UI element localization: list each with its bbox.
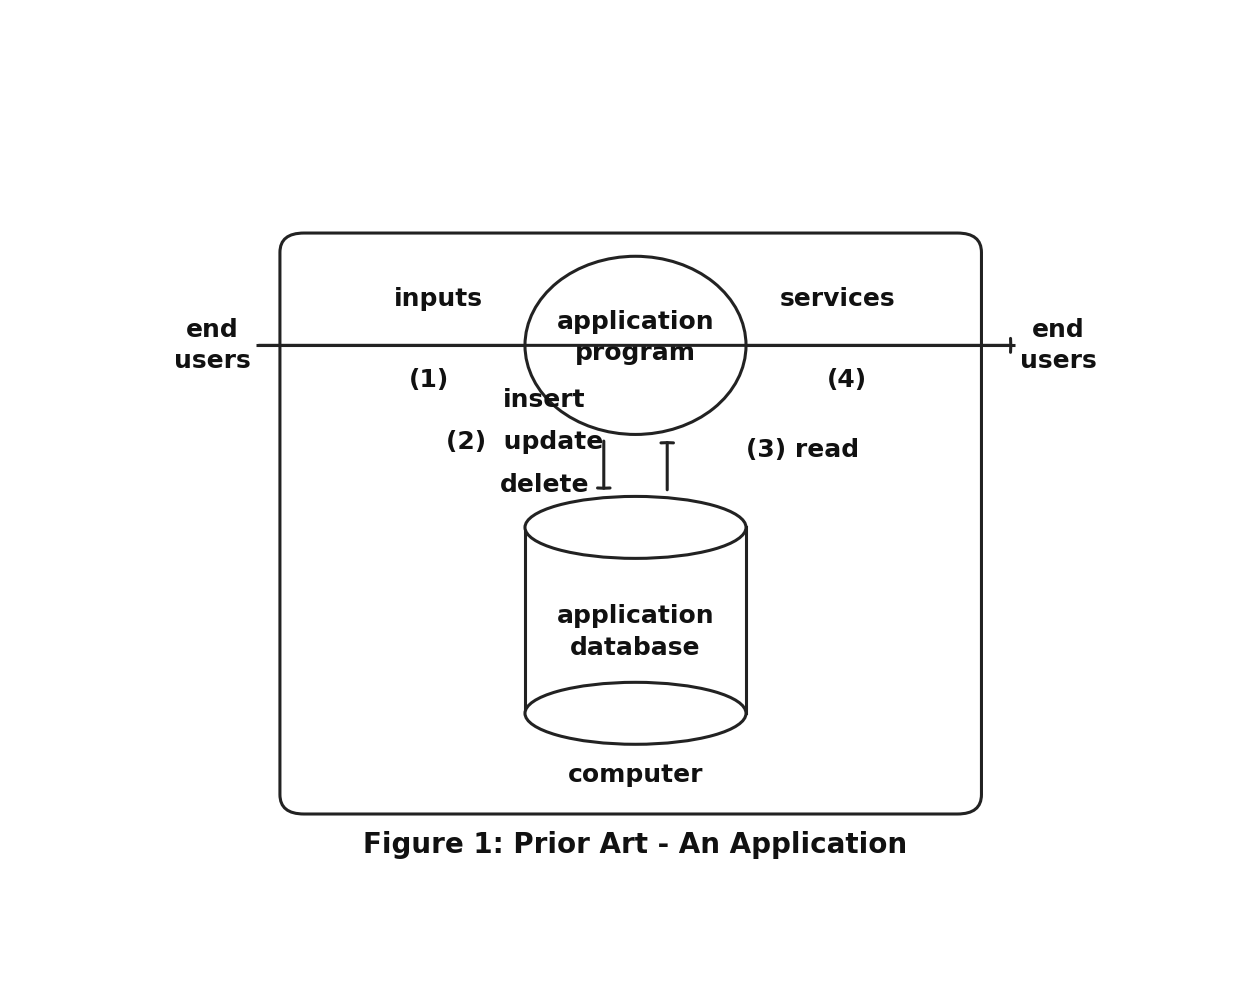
Text: (1): (1) — [409, 368, 449, 392]
Text: (3) read: (3) read — [746, 438, 859, 462]
Text: inputs: inputs — [394, 287, 484, 311]
Text: insert: insert — [503, 387, 585, 411]
Text: end
users: end users — [175, 318, 250, 373]
Text: end
users: end users — [1021, 318, 1096, 373]
Text: (2)  update: (2) update — [446, 431, 604, 454]
Ellipse shape — [525, 496, 746, 558]
Text: Figure 1: Prior Art - An Application: Figure 1: Prior Art - An Application — [363, 831, 908, 859]
Bar — [525, 527, 746, 713]
FancyBboxPatch shape — [280, 233, 982, 814]
Text: computer: computer — [568, 764, 703, 788]
Text: services: services — [780, 287, 895, 311]
Text: application
database: application database — [557, 605, 714, 660]
Text: application
program: application program — [557, 310, 714, 365]
Text: delete: delete — [500, 473, 589, 497]
Ellipse shape — [525, 257, 746, 435]
Ellipse shape — [525, 682, 746, 744]
Text: (4): (4) — [827, 368, 867, 392]
